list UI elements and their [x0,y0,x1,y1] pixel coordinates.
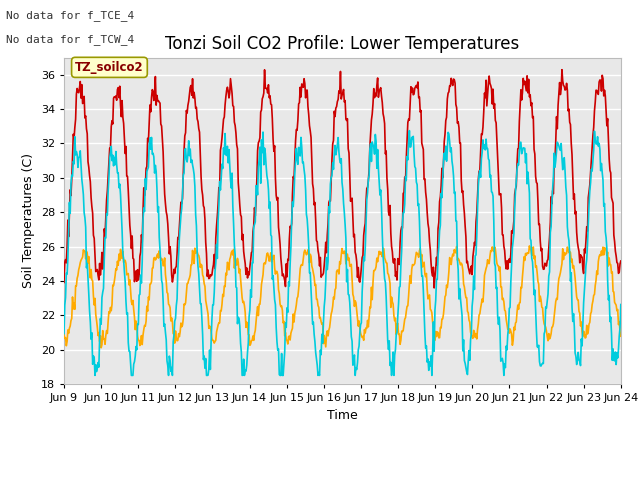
Y-axis label: Soil Temperatures (C): Soil Temperatures (C) [22,153,35,288]
Text: TZ_soilco2: TZ_soilco2 [75,61,144,74]
Text: No data for f_TCE_4: No data for f_TCE_4 [6,10,134,21]
Title: Tonzi Soil CO2 Profile: Lower Temperatures: Tonzi Soil CO2 Profile: Lower Temperatur… [165,35,520,53]
X-axis label: Time: Time [327,408,358,421]
Legend: Open -8cm, Tree -8cm, Tree2 -8cm: Open -8cm, Tree -8cm, Tree2 -8cm [156,479,529,480]
Text: No data for f_TCW_4: No data for f_TCW_4 [6,34,134,45]
